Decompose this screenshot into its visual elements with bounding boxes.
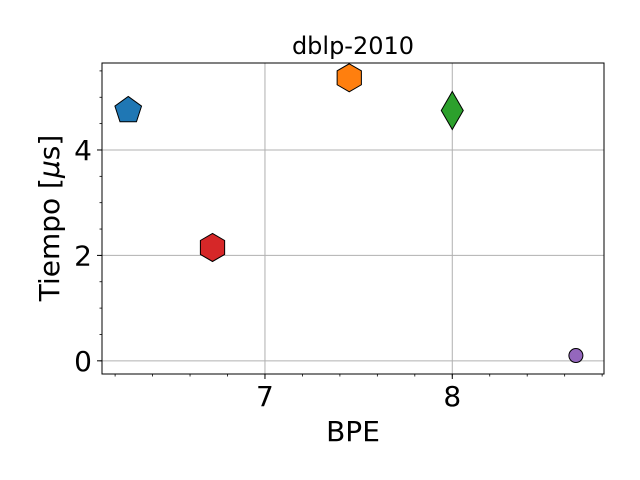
data-points — [114, 63, 584, 364]
data-point-hexagon — [336, 63, 362, 93]
major-ticks — [97, 149, 453, 379]
x-tick-label: 7 — [256, 380, 274, 413]
y-tick-label: 4 — [74, 134, 92, 167]
y-tick-label: 0 — [74, 345, 92, 378]
data-point-diamond — [440, 90, 464, 131]
y-axis-title-prefix: Tiempo [ — [33, 178, 66, 302]
x-tick-label: 8 — [443, 380, 461, 413]
y-axis-title-mu: μ — [33, 160, 66, 179]
chart-title: dblp-2010 — [292, 32, 414, 60]
y-axis-title-suffix: s] — [33, 135, 66, 161]
y-tick-label: 2 — [74, 239, 92, 272]
data-point-circle — [568, 348, 584, 364]
data-point-hexagon — [199, 232, 226, 263]
y-tick-labels: 0 2 4 — [74, 134, 92, 378]
data-point-pentagon — [114, 95, 143, 123]
plot-frame — [101, 62, 605, 375]
x-axis-title: BPE — [326, 415, 380, 448]
y-axis-title: Tiempo [μs] — [33, 135, 66, 303]
